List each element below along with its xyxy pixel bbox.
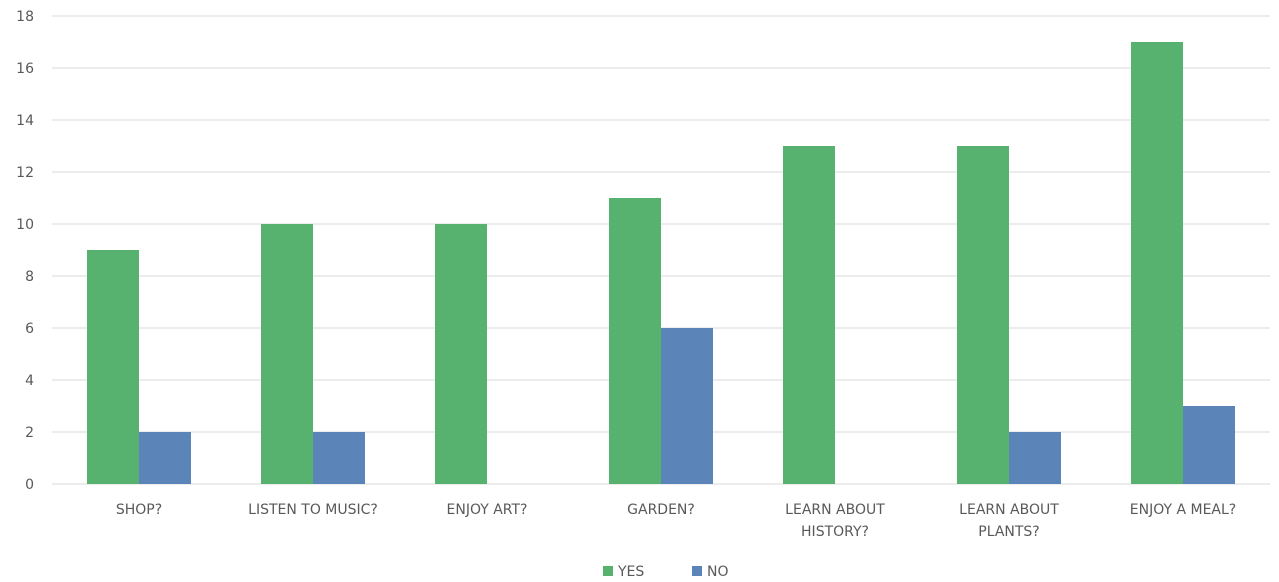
bar-yes [1131,42,1183,484]
x-tick-label: GARDEN? [627,502,695,518]
y-tick-label: 6 [25,321,34,337]
x-tick-label: SHOP? [116,502,162,518]
bars [87,42,1235,484]
x-tick-label-line: PLANTS? [978,524,1039,540]
x-tick-label-line: ENJOY A MEAL? [1130,502,1236,518]
y-tick-label: 4 [25,373,34,389]
bar-yes [609,198,661,484]
legend-label-no: NO [707,564,729,580]
bar-yes [261,224,313,484]
y-tick-label: 0 [25,477,34,493]
x-tick-label-line: SHOP? [116,502,162,518]
x-tick-label: LEARN ABOUT PLANTS? [959,502,1059,540]
y-tick-label: 2 [25,425,34,441]
y-tick-label: 14 [16,113,34,129]
bar-yes [435,224,487,484]
legend-swatch-no [692,566,702,576]
x-tick-label: LEARN ABOUT HISTORY? [785,502,885,540]
bar-yes [87,250,139,484]
x-tick-label: ENJOY A MEAL? [1130,502,1236,518]
legend-label-yes: YES [617,564,644,580]
bar-yes [957,146,1009,484]
x-tick-label: LISTEN TO MUSIC? [248,502,378,518]
y-tick-label: 18 [16,9,34,25]
x-tick-label-line: LISTEN TO MUSIC? [248,502,378,518]
x-tick-label-line: LEARN ABOUT [785,502,885,518]
bar-no [661,328,713,484]
legend: YES NO [603,564,729,580]
bar-no [1009,432,1061,484]
bar-yes [783,146,835,484]
x-tick-label-line: GARDEN? [627,502,695,518]
bar-no [1183,406,1235,484]
y-tick-label: 10 [16,217,34,233]
y-axis-ticks: 0 2 4 6 8 10 12 14 16 18 [16,9,34,493]
y-tick-label: 12 [16,165,34,181]
x-tick-label: ENJOY ART? [447,502,528,518]
x-tick-label-line: HISTORY? [801,524,869,540]
x-tick-label-line: LEARN ABOUT [959,502,1059,518]
legend-swatch-yes [603,566,613,576]
bar-no [139,432,191,484]
x-axis-ticks: SHOP? LISTEN TO MUSIC? ENJOY ART? GARDEN? LE… [116,502,1236,540]
y-tick-label: 16 [16,61,34,77]
y-tick-label: 8 [25,269,34,285]
x-tick-label-line: ENJOY ART? [447,502,528,518]
bar-no [313,432,365,484]
